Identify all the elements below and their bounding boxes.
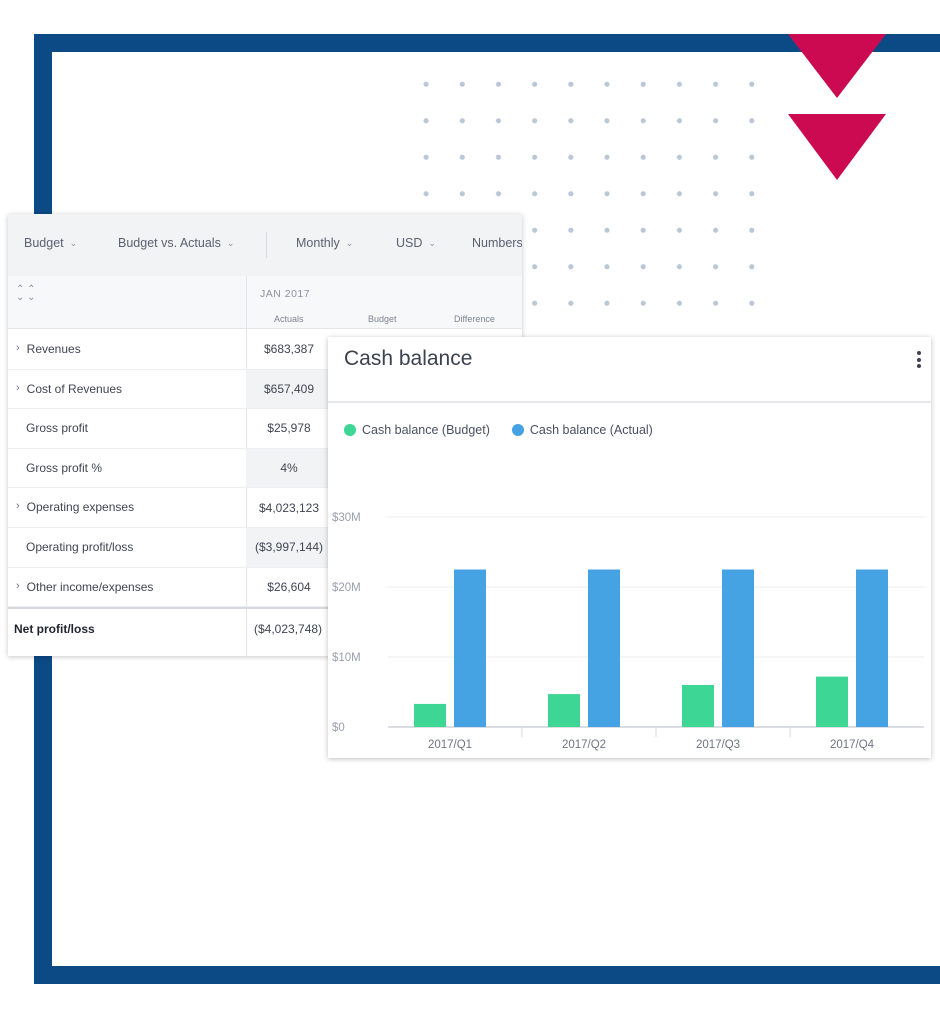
bar-budget bbox=[682, 685, 714, 727]
chart-title: Cash balance bbox=[344, 347, 473, 370]
table-row: Gross profit % 4% bbox=[8, 448, 522, 489]
month-label: JAN 2017 bbox=[260, 288, 311, 300]
row-label: Gross profit % bbox=[26, 460, 103, 475]
chevron-right-icon[interactable]: › bbox=[16, 500, 20, 513]
legend-item-budget[interactable]: Cash balance (Budget) bbox=[344, 423, 490, 437]
chevron-down-icon: ⌄ bbox=[226, 237, 235, 248]
table-row[interactable]: › Revenues $683,387 bbox=[8, 330, 522, 370]
currency-label: USD bbox=[396, 236, 423, 250]
legend-label-actual: Cash balance (Actual) bbox=[529, 423, 653, 437]
net-label: Net profit/loss bbox=[14, 622, 95, 636]
table-row[interactable]: › Operating expenses $4,023,123 bbox=[8, 488, 522, 528]
bar-budget bbox=[414, 703, 446, 727]
column-difference: Difference bbox=[454, 314, 495, 324]
x-tick-label: 2017/Q2 bbox=[562, 739, 606, 751]
y-tick-label: $10M bbox=[332, 652, 361, 664]
chevron-right-icon[interactable]: › bbox=[16, 579, 20, 592]
table-body: › Revenues $683,387 › Cost of Revenues $65… bbox=[8, 330, 522, 608]
toolbar-divider bbox=[266, 232, 267, 258]
row-value: $683,387 bbox=[263, 342, 315, 357]
chevron-right-icon[interactable]: › bbox=[16, 342, 20, 354]
table-header: ⌃ ⌃ ⌄ ⌄ bbox=[8, 276, 522, 329]
chart-panel: Cash balance Cash balance (Budget) Cash … bbox=[328, 337, 931, 758]
table-row[interactable]: › Other income/expenses $26,604 bbox=[8, 568, 522, 608]
y-tick-label: $30M bbox=[332, 512, 361, 524]
bar-chart: $0 $10M $20M $30M 2017/Q1 2017/Q2 2017/Q3 2017/… bbox=[332, 512, 924, 751]
currency-dropdown[interactable]: USD ⌄ bbox=[396, 236, 436, 250]
period-dropdown[interactable]: Monthly ⌄ bbox=[296, 236, 353, 250]
legend-item-actual[interactable]: Cash balance (Actual) bbox=[511, 423, 653, 437]
bar-actual bbox=[856, 569, 888, 727]
row-value: ($3,997,144) bbox=[246, 527, 332, 567]
row-value: $26,604 bbox=[267, 579, 311, 594]
column-budget: Budget bbox=[368, 314, 397, 324]
row-value: 4% bbox=[246, 448, 332, 488]
budget-panel: Budget ⌄ Budget vs. Actuals ⌄ Monthly ⌄ … bbox=[8, 214, 522, 656]
scenario-dropdown[interactable]: Budget ⌄ bbox=[24, 236, 77, 250]
chart-legend: Cash balance (Budget) Cash balance (Actu… bbox=[344, 423, 653, 437]
more-options-icon[interactable] bbox=[917, 351, 921, 371]
bar-actual bbox=[588, 569, 620, 727]
table-row: Operating profit/loss ($3,997,144) bbox=[8, 527, 522, 568]
row-label: Gross profit bbox=[26, 421, 89, 436]
sort-icon[interactable]: ⌃ ⌃ ⌄ ⌄ bbox=[16, 284, 36, 303]
x-tick-label: 2017/Q1 bbox=[428, 739, 472, 751]
triangle-icon bbox=[788, 34, 886, 98]
y-tick-label: $0 bbox=[332, 722, 345, 734]
table-row[interactable]: › Cost of Revenues $657,409 bbox=[8, 369, 522, 410]
bar-budget bbox=[816, 676, 848, 727]
toolbar: Budget ⌄ Budget vs. Actuals ⌄ Monthly ⌄ … bbox=[8, 214, 522, 276]
row-label: Operating expenses bbox=[26, 500, 135, 515]
legend-label-budget: Cash balance (Budget) bbox=[362, 423, 490, 437]
chart-header: Cash balance bbox=[328, 337, 931, 403]
comparison-dropdown[interactable]: Budget vs. Actuals ⌄ bbox=[118, 236, 234, 250]
comparison-label: Budget vs. Actuals bbox=[118, 236, 221, 250]
table-row: Gross profit $25,978 bbox=[8, 409, 522, 449]
chevron-right-icon[interactable]: › bbox=[16, 381, 20, 394]
row-label: Other income/expenses bbox=[26, 579, 154, 594]
row-label: Revenues bbox=[26, 342, 81, 356]
column-actuals: Actuals bbox=[274, 314, 304, 324]
numbers-dropdown[interactable]: Numbers bbox=[472, 236, 522, 250]
bar-actual bbox=[722, 569, 754, 727]
chevron-down-icon: ⌄ bbox=[345, 237, 354, 248]
legend-swatch-actual bbox=[511, 424, 524, 436]
numbers-label: Numbers bbox=[472, 236, 522, 250]
row-label: Operating profit/loss bbox=[26, 539, 134, 554]
period-label: Monthly bbox=[296, 236, 340, 250]
triangle-icon bbox=[788, 114, 886, 180]
chevron-down-icon: ⌄ bbox=[428, 237, 436, 248]
bar-budget bbox=[548, 694, 580, 727]
net-profit-row: Net profit/loss ($4,023,748) bbox=[8, 607, 522, 649]
x-tick-label: 2017/Q3 bbox=[696, 739, 740, 751]
chevron-down-icon: ⌄ bbox=[69, 237, 78, 248]
net-value: ($4,023,748) bbox=[254, 622, 323, 636]
x-tick-label: 2017/Q4 bbox=[830, 739, 875, 751]
row-value: $25,978 bbox=[267, 421, 311, 436]
scenario-label: Budget bbox=[24, 236, 64, 250]
bar-actual bbox=[454, 569, 486, 727]
row-value: $4,023,123 bbox=[258, 500, 320, 515]
row-value: $657,409 bbox=[246, 369, 332, 409]
legend-swatch-budget bbox=[344, 424, 356, 436]
y-tick-label: $20M bbox=[332, 582, 361, 594]
row-label: Cost of Revenues bbox=[26, 381, 123, 396]
